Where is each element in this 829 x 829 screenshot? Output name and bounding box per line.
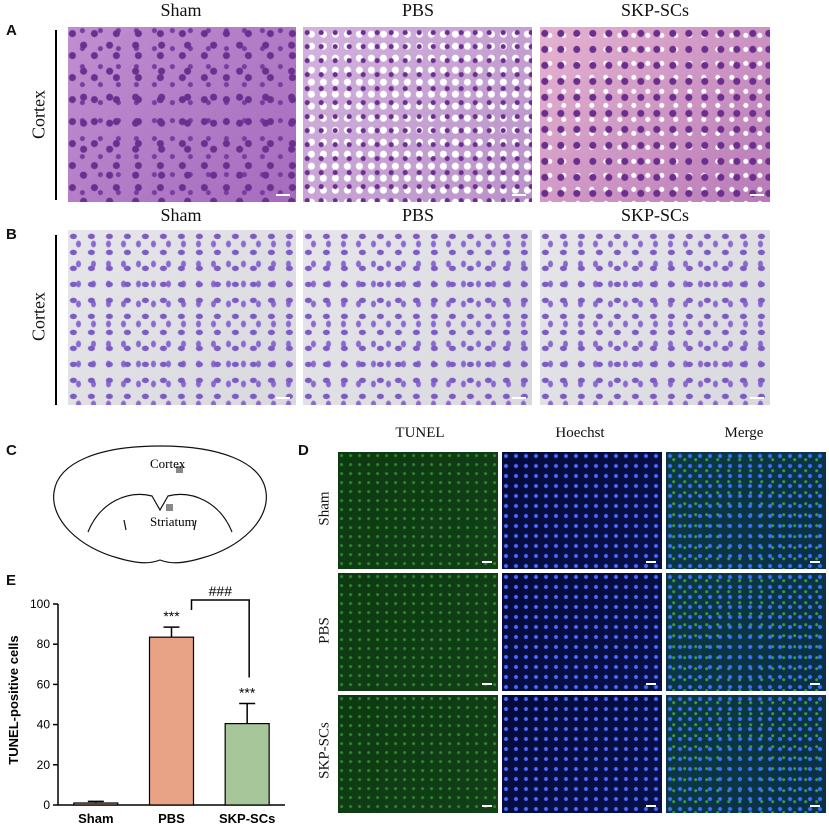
- panel-b-row-bracket: [55, 235, 57, 405]
- chart-y-axis-label: TUNEL-positive cells: [6, 635, 21, 764]
- y-tick-label-5: 100: [30, 597, 50, 611]
- x-label-Sham: Sham: [78, 811, 113, 826]
- panel-d-tunel-skp: [338, 695, 498, 813]
- panel-d-hoechst-sham: [502, 452, 662, 569]
- chart-y-ticks: 0 20 40 60 80 100: [30, 597, 58, 812]
- brain-section-diagram: Cortex Striatum: [53, 445, 267, 564]
- panel-a-image-skp: [540, 27, 770, 202]
- annotation-skp-sig: ***: [239, 684, 256, 700]
- panel-d-merge-sham: [666, 452, 826, 569]
- y-tick-label-2: 40: [37, 718, 51, 732]
- panel-d-hoechst-skp: [502, 695, 662, 813]
- y-tick-label-0: 0: [43, 798, 50, 812]
- cortex-marker: [176, 466, 183, 473]
- chart-bars: [73, 636, 270, 806]
- panel-a-col-skp: SKP-SCs: [620, 0, 690, 20]
- panel-a-col-pbs: PBS: [401, 0, 435, 20]
- panel-d-row-skp: SKP-SCs: [316, 722, 333, 779]
- panel-b-image-sham: [68, 230, 296, 405]
- annotation-comparison: ###: [209, 583, 233, 599]
- panel-a-row-bracket: [55, 30, 57, 200]
- tunel-bar-chart: 0 20 40 60 80 100 Sham PBS SKP-SCs *** *** ### TU…: [6, 583, 285, 826]
- panel-a-row-label: Cortex: [28, 90, 49, 139]
- chart-annotations: *** *** ###: [163, 583, 256, 700]
- bar-SKP-SCs: [224, 722, 270, 806]
- y-tick-label-3: 60: [37, 677, 51, 691]
- panel-b-image-pbs: [303, 230, 532, 405]
- panel-a-image-pbs: [303, 27, 532, 202]
- panel-label-b: B: [6, 226, 17, 243]
- comparison-bracket: [190, 599, 250, 678]
- panel-label-e: E: [6, 572, 17, 589]
- panel-a-image-sham: [68, 27, 296, 202]
- striatum-label: Striatum: [150, 514, 195, 529]
- x-label-SKP-SCs: SKP-SCs: [219, 811, 275, 826]
- panel-b-col-sham: Sham: [160, 205, 202, 225]
- panel-d-row-sham: Sham: [316, 491, 333, 526]
- panel-d-tunel-pbs: [338, 573, 498, 691]
- y-tick-label-1: 20: [37, 758, 51, 772]
- panel-b-row-label: Cortex: [28, 292, 49, 341]
- x-label-PBS: PBS: [158, 811, 185, 826]
- panel-d-tunel-sham: [338, 452, 498, 569]
- bar-PBS: [148, 636, 195, 806]
- y-tick-label-4: 80: [37, 637, 51, 651]
- panel-a-col-sham: Sham: [160, 0, 202, 20]
- panel-label-a: A: [6, 22, 17, 39]
- striatum-marker: [166, 504, 173, 511]
- panel-d-col-merge: Merge: [724, 425, 764, 441]
- panel-b-col-skp: SKP-SCs: [620, 205, 690, 225]
- panel-b-col-pbs: PBS: [401, 205, 435, 225]
- chart-error-bars: [87, 626, 256, 803]
- annotation-pbs-sig: ***: [163, 608, 180, 624]
- panel-d-col-tunel: TUNEL: [395, 425, 445, 441]
- panel-d-col-hoechst: Hoechst: [555, 425, 605, 441]
- panel-label-c: C: [6, 442, 17, 459]
- panel-d-row-pbs: PBS: [316, 617, 333, 644]
- panel-d-merge-skp: [666, 695, 826, 813]
- panel-d-merge-pbs: [666, 573, 826, 691]
- chart-x-labels: Sham PBS SKP-SCs: [78, 811, 275, 826]
- panel-d-hoechst-pbs: [502, 573, 662, 691]
- panel-b-image-skp: [540, 230, 770, 405]
- bar-Sham: [73, 802, 119, 806]
- cortex-label: Cortex: [150, 456, 186, 471]
- panel-label-d: D: [298, 442, 309, 459]
